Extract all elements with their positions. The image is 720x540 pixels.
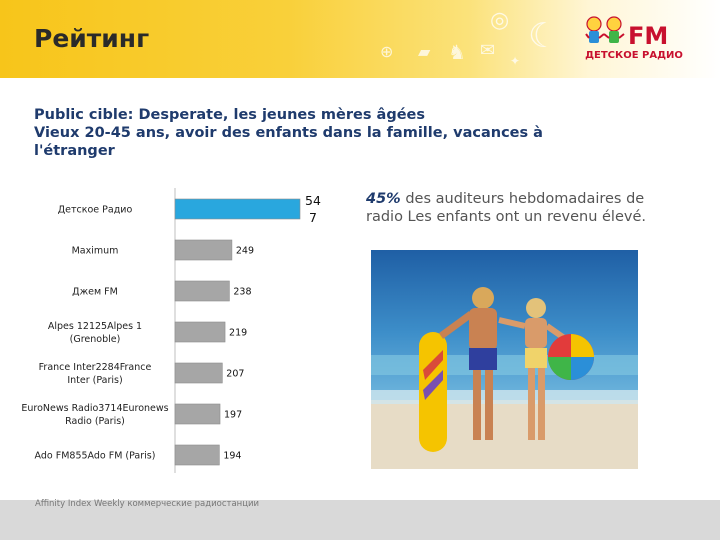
moon-icon: ☾ (528, 16, 559, 56)
target-audience-line-2: Vieux 20-45 ans, avoir des enfants dans … (34, 125, 543, 159)
category-label-0: Детское Радио (58, 205, 133, 216)
bar-2 (174, 280, 230, 302)
footer-bar (0, 500, 720, 540)
bar-3 (174, 321, 226, 343)
bar-5 (174, 403, 221, 425)
target-audience-line-1: Public cible: Desperate, les jeunes mère… (34, 107, 425, 123)
value-label-6: 194 (223, 451, 241, 462)
audience-description-text: des auditeurs hebdomadaires de radio Les… (366, 191, 646, 225)
category-label-1: Maximum (72, 246, 119, 257)
header-banner (0, 0, 720, 78)
footer-source: Affinity Index Weekly коммерческие радио… (35, 499, 260, 509)
value-label-3: 219 (229, 328, 247, 339)
value-label-0: 54 7 (305, 193, 321, 225)
envelope-icon: ✉ (480, 40, 496, 61)
globe-icon: ⊕ (380, 42, 394, 61)
logo-text: FM (628, 22, 668, 50)
value-label-4: 207 (226, 369, 244, 380)
logo-subtitle: ДЕТСКОЕ РАДИО (585, 50, 683, 61)
target-audience-heading: Public cible: Desperate, les jeunes mère… (34, 106, 624, 160)
category-label-3: Alpes 12125Alpes 1 (Grenoble) (48, 321, 142, 345)
page-title: Рейтинг (34, 24, 150, 53)
bar-6 (174, 444, 220, 466)
category-label-2: Джем FM (72, 287, 118, 298)
chat-icon: ▰ (418, 42, 431, 61)
cd-icon: ◎ (490, 8, 510, 33)
bar-4 (174, 362, 223, 384)
category-label-6: Ado FM855Ado FM (Paris) (35, 451, 156, 462)
detskoe-radio-logo: FM (585, 16, 668, 50)
value-label-1: 249 (236, 246, 254, 257)
audience-description: 45% des auditeurs hebdomadaires de radio… (366, 190, 666, 226)
children-on-beach-photo (371, 250, 638, 469)
audience-percent: 45% (366, 191, 401, 207)
bar-0 (174, 198, 301, 220)
value-label-5: 197 (224, 410, 242, 421)
value-label-2: 238 (233, 287, 251, 298)
bar-1 (174, 239, 233, 261)
star-icon: ✦ (510, 54, 521, 68)
rabbit-icon: ♞ (448, 40, 466, 64)
category-label-5: EuroNews Radio3714Euronews Radio (Paris) (21, 403, 168, 427)
category-label-4: France Inter2284France Inter (Paris) (39, 362, 152, 386)
affinity-bar-chart: Детское Радио 54 7 Maximum 249 Джем FM 238 Alpe… (21, 188, 321, 473)
